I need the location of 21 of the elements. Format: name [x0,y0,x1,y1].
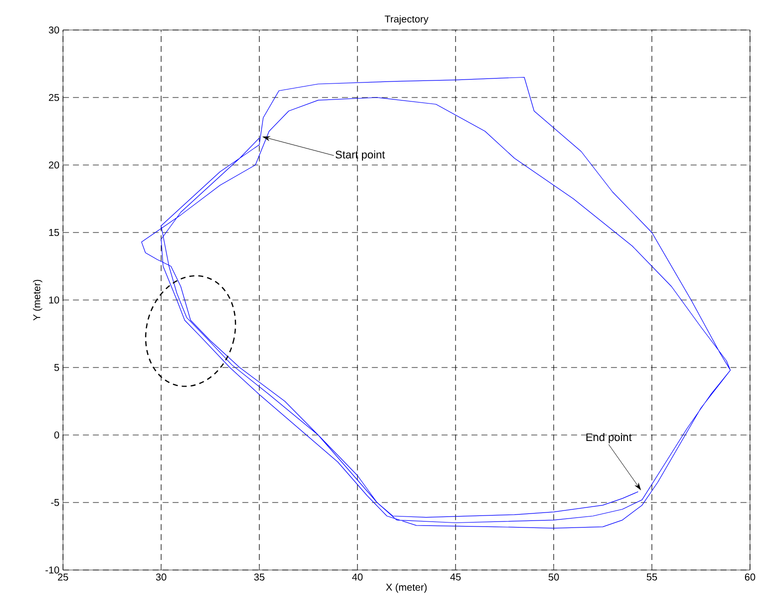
annotation: Start point [336,150,385,161]
y-tick-label: 5 [54,364,60,371]
y-tick-label: 25 [48,94,60,102]
y-tick-label: -5 [51,499,60,506]
x-tick-label: 45 [450,574,461,580]
x-tick-label: 50 [548,574,559,581]
y-tick-label: -10 [46,566,60,574]
y-tick-label: 15 [49,229,60,236]
y-tick-label: 30 [48,26,60,34]
y-axis-title: Y (meter) [32,280,42,321]
y-tick-label: 10 [49,296,60,304]
x-axis-title: X (meter) [386,583,427,593]
x-tick-label: 40 [352,574,363,581]
x-tick-label: 35 [254,574,264,581]
annotation: End point [586,433,632,444]
x-tick-label: 30 [156,574,166,581]
y-tick-label: 0 [54,431,60,439]
y-tick-label: 20 [48,161,60,169]
x-tick-label: 55 [646,574,657,580]
chart-title: Trajectory [384,15,428,24]
x-tick-label: 60 [744,574,756,581]
